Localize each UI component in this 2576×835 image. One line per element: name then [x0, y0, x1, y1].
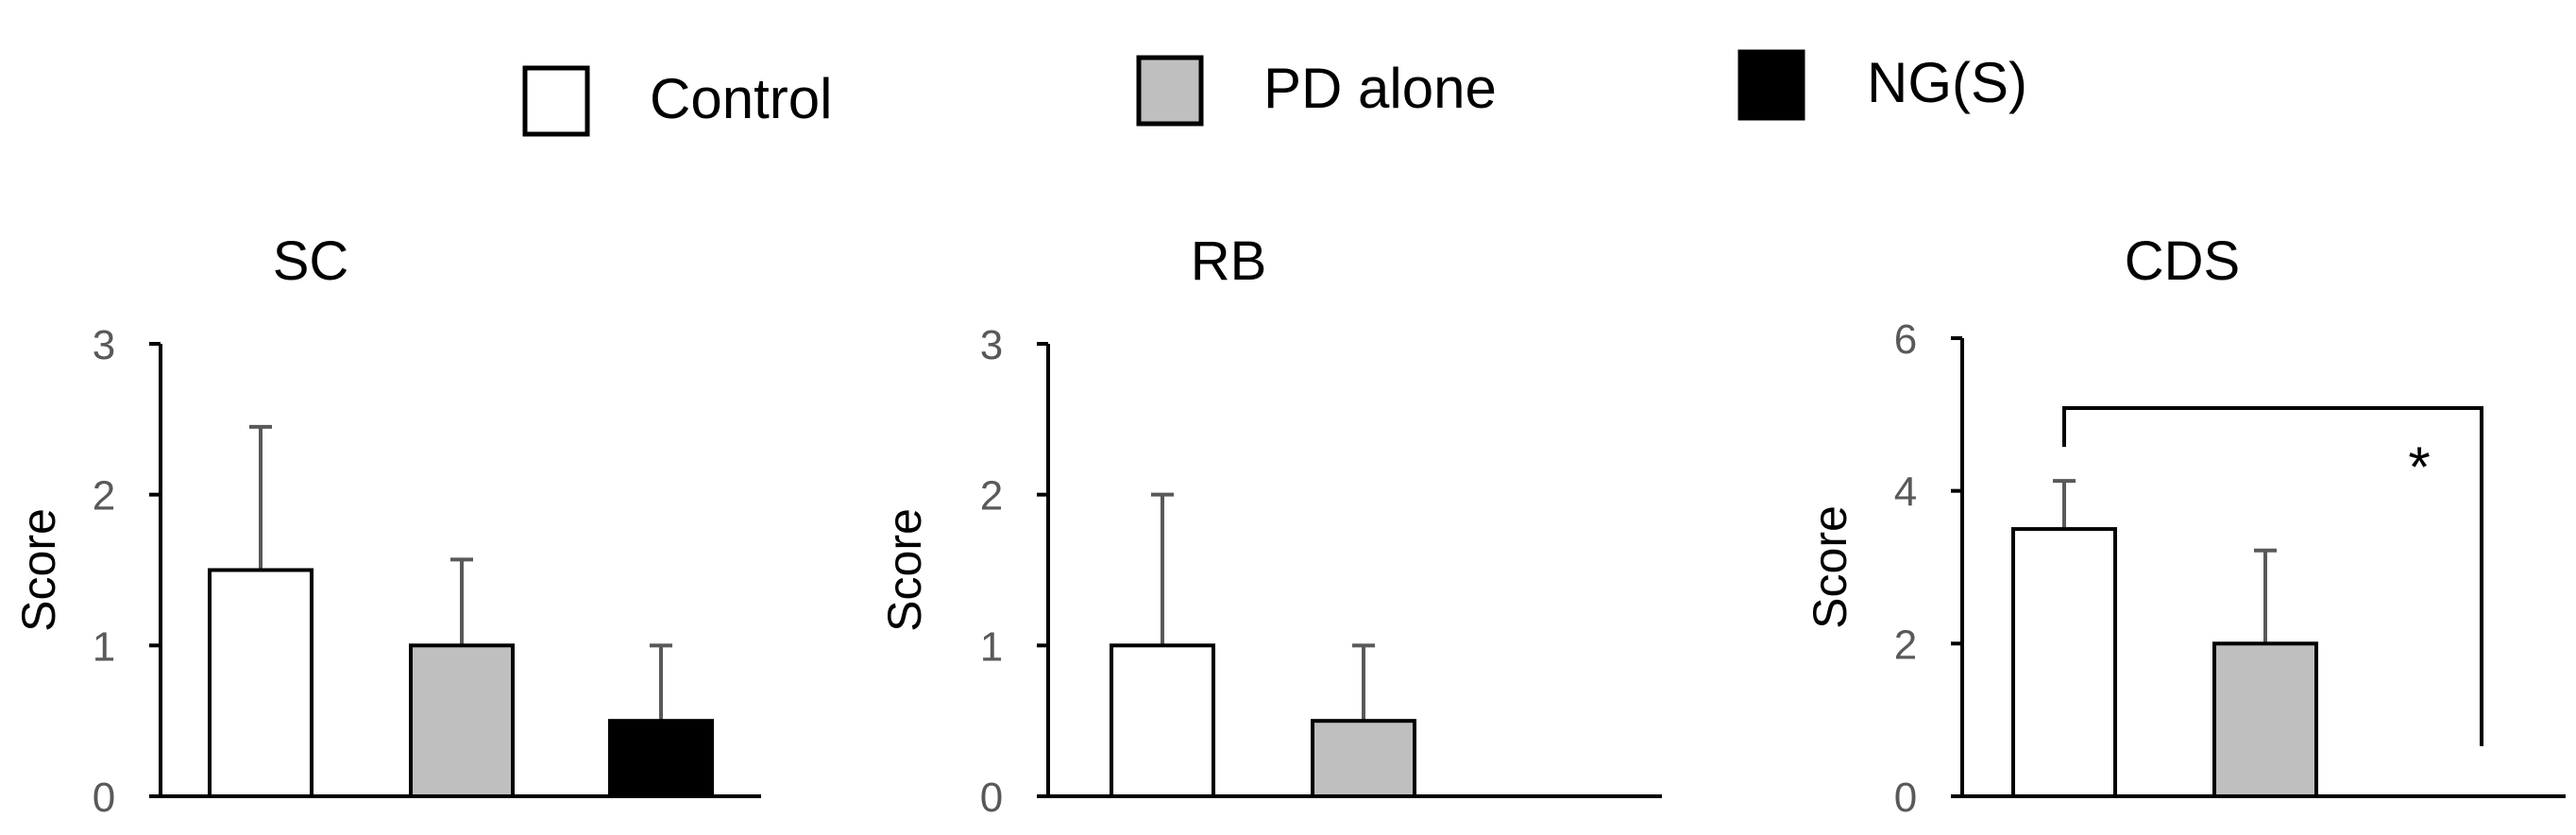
significance-marker-cds: *: [2408, 435, 2430, 499]
bar-sc-control: [208, 568, 314, 798]
panel-title-rb: RB: [1191, 230, 1267, 292]
legend-label-ng-s: NG(S): [1867, 51, 2027, 114]
y-tick-label-sc-2: 2: [93, 473, 115, 520]
y-tick-label-sc-3: 3: [93, 322, 115, 368]
y-tick-label-cds-6: 6: [1894, 316, 1917, 363]
bar-rb-control: [1110, 643, 1215, 798]
bar-sc-pd-alone: [409, 643, 515, 798]
legend-swatch-pd-alone: [1136, 55, 1204, 127]
bar-rb-pd-alone: [1311, 719, 1416, 799]
y-tick-label-rb-1: 1: [980, 623, 1003, 670]
y-axis-label-sc: Score: [12, 508, 65, 632]
y-axis-label-rb: Score: [878, 508, 931, 632]
panel-title-sc: SC: [273, 230, 349, 292]
bar-sc-ng-s: [608, 719, 714, 799]
y-tick-label-cds-0: 0: [1894, 775, 1917, 821]
panel-title-cds: CDS: [2125, 230, 2240, 292]
legend-swatch-control: [522, 65, 590, 137]
legend-label-control: Control: [650, 67, 832, 130]
y-tick-label-rb-0: 0: [980, 775, 1003, 821]
y-tick-label-sc-1: 1: [93, 623, 115, 670]
y-axis-label-cds: Score: [1804, 505, 1856, 629]
y-tick-label-cds-4: 4: [1894, 469, 1917, 516]
bar-cds-control: [2011, 527, 2117, 798]
legend-swatch-ng-s: [1737, 49, 1805, 121]
bar-cds-pd-alone: [2212, 641, 2318, 798]
y-tick-label-sc-0: 0: [93, 775, 115, 821]
significance-bracket-cds: [2062, 406, 2483, 746]
legend-label-pd-alone: PD alone: [1263, 57, 1497, 120]
y-tick-label-rb-3: 3: [980, 322, 1003, 368]
y-tick-label-rb-2: 2: [980, 473, 1003, 520]
y-tick-label-cds-2: 2: [1894, 622, 1917, 668]
